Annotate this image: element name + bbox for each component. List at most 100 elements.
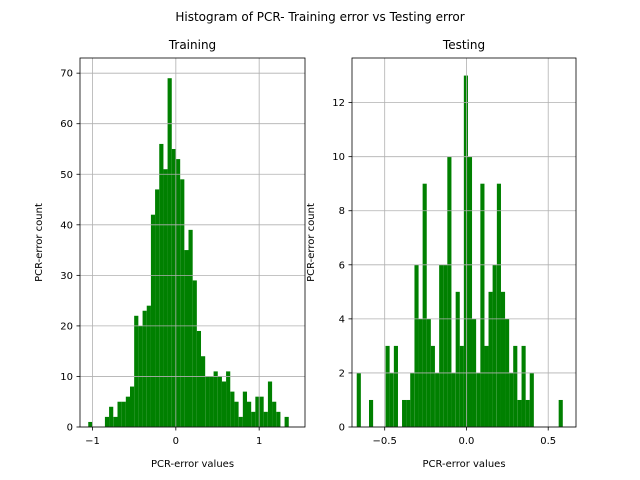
training-bar [259,396,264,427]
training-bar [121,401,126,427]
training-y-tick-label: 0 [67,423,73,434]
training-bar [180,179,185,427]
testing-bar [385,345,390,427]
testing-title: Testing [442,38,485,52]
testing-bar [517,399,522,427]
training-bar [167,78,172,427]
testing-bar [439,264,444,427]
training-bar [176,159,181,427]
training-bar [284,416,289,427]
training-bar [272,401,277,427]
testing-bar [369,399,374,427]
training-bar [209,376,214,427]
training-x-tick-label: 0 [173,436,179,447]
testing-x-tick-label: 0.0 [458,436,474,447]
training-y-tick-label: 70 [60,69,73,80]
training-x-tick-label: 1 [256,436,262,447]
testing-bar [414,264,419,427]
training-bar [125,396,131,427]
testing-bar [525,399,530,427]
testing-bar [455,291,460,427]
training-bar [263,411,268,427]
testing-bars [356,75,563,428]
testing-bar [422,183,427,427]
training-bar [221,381,227,427]
training-bar [217,376,222,427]
training-x-axis-label: PCR-error values [151,459,234,470]
testing-bar [356,372,361,427]
training-bar [171,148,176,428]
testing-bar [402,399,407,427]
testing-bar [459,345,464,427]
testing-bar [513,345,518,427]
training-y-axis-label: PCR-error count [34,203,45,282]
testing-bar [500,291,506,427]
training-bar [146,305,151,427]
testing-axes-frame [351,57,577,428]
training-bar [88,421,93,427]
training-y-tick-label: 60 [60,119,73,130]
training-bar [213,371,218,427]
testing-bar [492,264,497,427]
training-bar [184,250,189,427]
training-bar [142,310,147,427]
training-y-tick-label: 30 [60,271,73,282]
testing-bar [496,183,501,427]
training-title: Training [168,38,216,52]
testing-bar [410,372,415,427]
testing-x-axis-label: PCR-error values [422,459,505,470]
training-bar [247,401,252,427]
testing-bar [393,345,398,427]
testing-bar [443,264,448,427]
training-bar [117,401,122,427]
figure-title: Histogram of PCR- Training error vs Test… [175,10,464,24]
training-bar [251,411,256,427]
training-y-tick-label: 50 [60,170,73,181]
training-bar [276,411,281,427]
training-bar [113,416,118,427]
training-bar [150,214,156,427]
testing-y-tick-label: 8 [339,206,345,217]
testing-bar [476,372,481,427]
training-bar [104,416,110,427]
testing-bar [389,372,394,427]
testing-bar [521,345,526,427]
training-bar [242,391,248,427]
training-bar [134,315,139,427]
testing-bar [558,399,563,427]
training-bar [196,330,202,427]
training-y-tick-label: 20 [60,321,73,332]
testing-bar [447,156,452,428]
testing-bar [529,372,534,427]
testing-histogram: −0.5 0.0 0.5 0 2 4 6 8 10 12 Testing PCR-error valu… [306,38,577,470]
testing-y-tick-label: 12 [332,98,345,109]
testing-x-tick-label: −0.5 [373,436,397,447]
testing-bar [467,156,473,428]
training-bar [230,391,235,427]
training-bar [267,381,273,427]
training-y-tick-label: 10 [60,372,73,383]
training-bars [88,78,289,428]
training-bar [109,406,114,427]
testing-y-tick-label: 6 [339,260,345,271]
testing-bar [451,372,456,427]
training-bar [255,396,260,427]
testing-bar [488,291,493,427]
training-bar [238,416,243,427]
testing-y-tick-label: 2 [339,368,345,379]
training-bar [159,143,164,427]
training-bar [155,189,160,427]
testing-bar [509,372,514,427]
testing-bar [430,345,435,427]
testing-bar [480,183,485,427]
testing-bar [484,345,489,427]
testing-y-tick-label: 0 [339,423,345,434]
training-axes-frame [79,57,306,428]
training-bar [130,386,135,427]
testing-bar [435,372,440,427]
training-bar [234,401,239,427]
testing-y-tick-label: 10 [332,152,345,163]
